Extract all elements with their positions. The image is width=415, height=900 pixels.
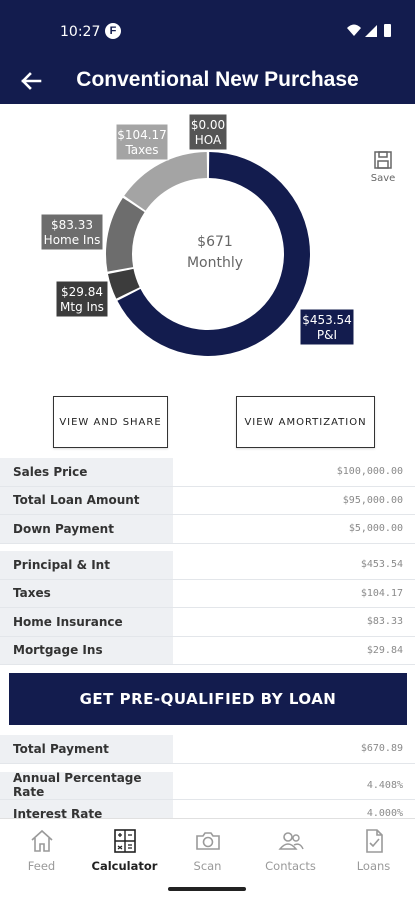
status-time: 10:27	[60, 24, 101, 40]
table-row: Sales Price $100,000.00	[0, 458, 415, 487]
nav-contacts[interactable]: Contacts	[249, 819, 332, 882]
chart-center: $671 Monthly	[160, 232, 270, 274]
home-indicator[interactable]	[168, 887, 246, 891]
row-value: 4.408%	[173, 771, 415, 799]
row-label: Principal & Int	[0, 551, 173, 579]
row-label: Sales Price	[0, 458, 173, 486]
monthly-label: Monthly	[186, 255, 244, 271]
row-value: $5,000.00	[173, 515, 415, 543]
slice-mtg-ins	[107, 268, 140, 299]
row-value: $453.54	[173, 551, 415, 579]
slice-label-box	[40, 213, 104, 251]
table-row: Home Insurance $83.33	[0, 608, 415, 637]
row-value: $83.33	[173, 608, 415, 636]
nav-label: Loans	[356, 859, 391, 873]
slice-name: Mtg Ins	[60, 300, 104, 314]
row-label: Home Insurance	[0, 608, 173, 636]
table-row: Mortgage Ins $29.84	[0, 636, 415, 665]
view-and-share-button[interactable]: VIEW AND SHARE	[53, 396, 168, 448]
contacts-icon	[277, 832, 304, 850]
slice-taxes	[124, 152, 208, 211]
table-row: Total Loan Amount $95,000.00	[0, 486, 415, 515]
battery-icon	[384, 24, 391, 37]
action-buttons: VIEW AND SHARE VIEW AMORTIZATION	[0, 394, 415, 456]
nav-label: Contacts	[265, 859, 316, 873]
nav-feed[interactable]: Feed	[0, 819, 83, 882]
slice-name: Home Ins	[44, 233, 101, 247]
row-value: $29.84	[173, 636, 415, 664]
slice-value: $83.33	[51, 218, 93, 232]
save-button[interactable]: Save	[366, 150, 400, 184]
wifi-icon	[347, 24, 361, 36]
slice-value: $0.00	[191, 118, 225, 132]
row-label: Taxes	[0, 579, 173, 607]
slice-label-box	[299, 308, 355, 346]
save-label: Save	[370, 173, 396, 184]
slice-value: $104.17	[117, 128, 167, 142]
nav-scan[interactable]: Scan	[166, 819, 249, 882]
slice-name: P&I	[317, 328, 337, 342]
nav-label: Scan	[193, 859, 222, 873]
slice-home-ins	[106, 197, 145, 272]
slice-name: Taxes	[124, 143, 158, 157]
row-value: $670.89	[173, 735, 415, 763]
home-bar	[0, 882, 415, 900]
row-label: Total Loan Amount	[0, 486, 173, 514]
app-notification-icon: F	[105, 23, 121, 39]
home-icon	[30, 829, 53, 852]
slice-name: HOA	[195, 133, 222, 147]
payment-chart: $453.54 P&I $29.84 Mtg Ins $83.33 Home Ins $10…	[0, 104, 415, 394]
summary-table: Total Payment $670.89 Annual Percentage R…	[0, 735, 415, 829]
calculator-icon	[113, 829, 136, 853]
table-row: Down Payment $5,000.00	[0, 515, 415, 544]
row-value: $95,000.00	[173, 486, 415, 514]
nav-label: Calculator	[91, 859, 158, 873]
table-row: Total Payment $670.89	[0, 735, 415, 764]
page-title: Conventional New Purchase	[76, 68, 359, 91]
slice-label-box	[115, 123, 169, 161]
slice-label-box	[188, 113, 228, 151]
slice-label-box	[55, 280, 109, 318]
row-label: Mortgage Ins	[0, 636, 173, 664]
app-bar: Conventional New Purchase	[0, 58, 415, 104]
row-value: $100,000.00	[173, 458, 415, 486]
row-label: Down Payment	[0, 515, 173, 543]
monthly-amount: $671	[197, 234, 233, 250]
row-value: $104.17	[173, 579, 415, 607]
camera-icon	[195, 832, 220, 850]
get-prequalified-button[interactable]: GET PRE-QUALIFIED BY LOAN	[9, 673, 407, 725]
slice-value: $29.84	[61, 285, 103, 299]
slice-value: $453.54	[302, 313, 352, 327]
row-label: Annual Percentage Rate	[0, 771, 173, 799]
nav-calculator[interactable]: Calculator	[83, 819, 166, 882]
table-row: Annual Percentage Rate 4.408%	[0, 771, 415, 800]
table-row: Principal & Int $453.54	[0, 551, 415, 580]
status-bar: 10:27 F	[0, 0, 415, 58]
row-label: Total Payment	[0, 735, 173, 763]
bottom-navigation: Feed Calculator Scan Contacts Loans	[0, 818, 415, 882]
signal-icon	[365, 25, 377, 37]
nav-label: Feed	[27, 859, 56, 873]
view-amortization-button[interactable]: VIEW AMORTIZATION	[236, 396, 375, 448]
loan-table: Sales Price $100,000.00 Total Loan Amount…	[0, 458, 415, 544]
slice-label: $453.54P&I	[299, 308, 355, 346]
document-check-icon	[365, 829, 383, 853]
table-row: Taxes $104.17	[0, 579, 415, 608]
back-arrow-icon[interactable]	[16, 66, 46, 96]
status-icons	[347, 24, 391, 37]
save-icon	[374, 151, 392, 169]
payment-table: Principal & Int $453.54 Taxes $104.17 Home…	[0, 551, 415, 665]
nav-loans[interactable]: Loans	[332, 819, 415, 882]
